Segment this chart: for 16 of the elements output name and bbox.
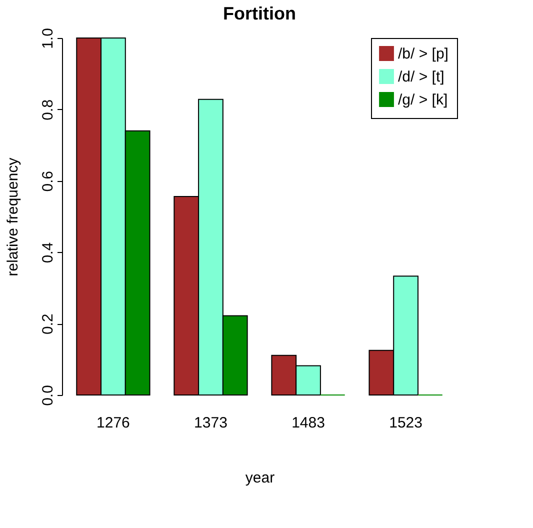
- y-tick-label: 1.0: [40, 28, 56, 49]
- y-tick-label: 0.4: [40, 242, 56, 264]
- legend-label: /d/ > [t]: [398, 68, 444, 86]
- chart-title: Fortition: [223, 4, 296, 24]
- x-tick-label: 1483: [292, 414, 325, 432]
- y-tick-label: 0.2: [40, 314, 56, 335]
- y-tick-label: 0.0: [40, 385, 56, 406]
- y-tick-label: 0.6: [40, 170, 56, 192]
- x-tick-label: 1276: [96, 414, 130, 432]
- legend-label: /g/ > [k]: [398, 92, 448, 108]
- x-tick-label: 1523: [389, 414, 422, 432]
- y-tick-label: 0.8: [40, 99, 56, 120]
- x-axis-title: year: [245, 470, 275, 486]
- legend-label: /b/ > [p]: [398, 46, 448, 62]
- x-tick-label: 1373: [194, 414, 228, 432]
- y-axis-title: relative frequency: [4, 157, 22, 276]
